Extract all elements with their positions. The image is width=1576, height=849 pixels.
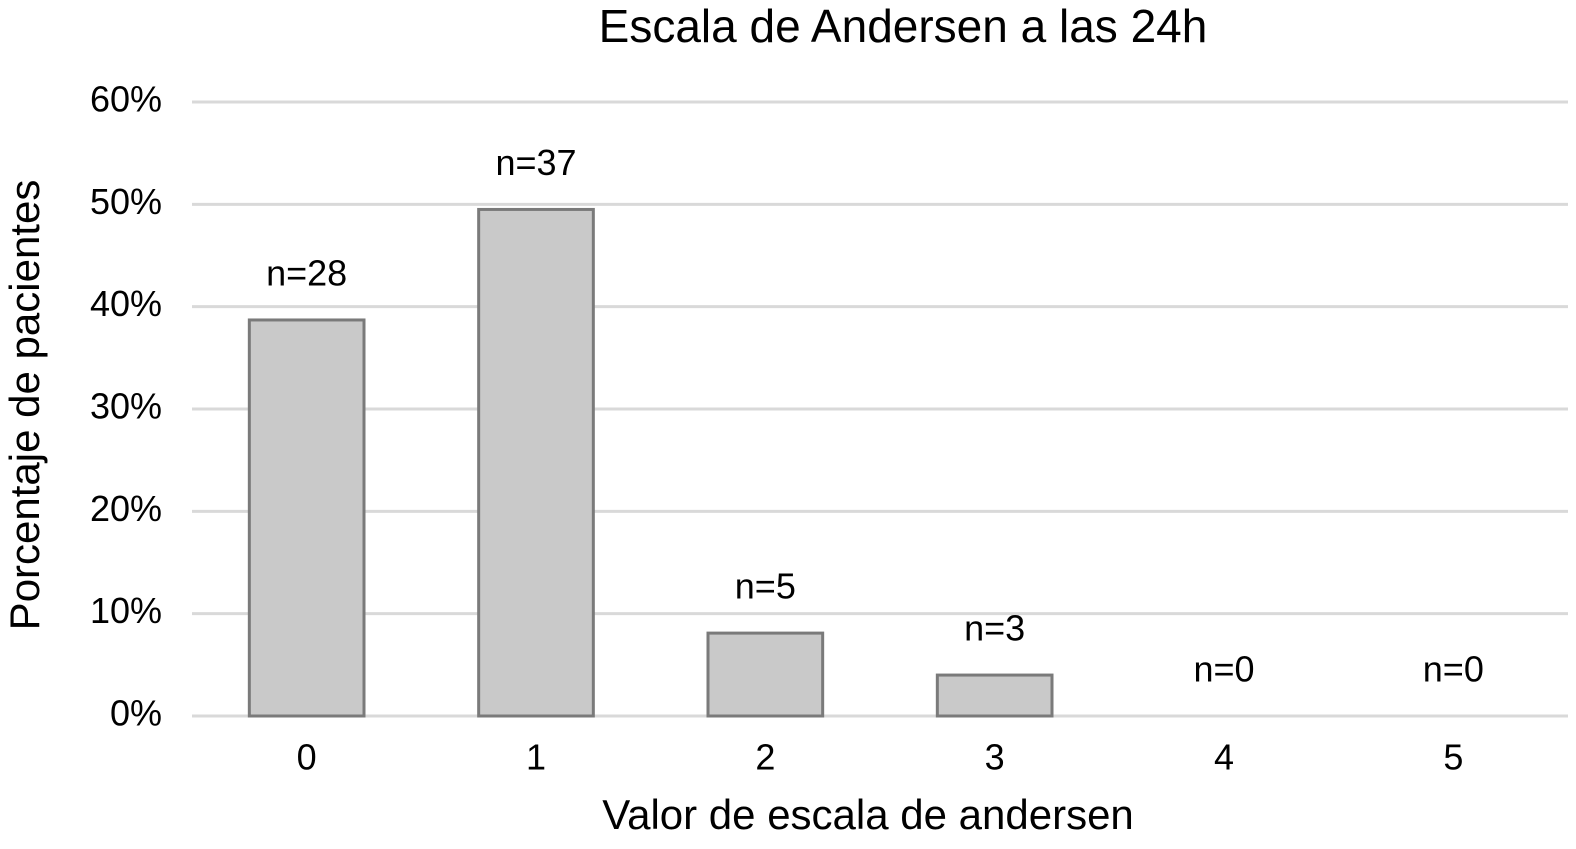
y-tick-label: 40% <box>90 283 162 324</box>
y-axis-title: Porcentaje de pacientes <box>1 180 48 631</box>
y-tick-label: 30% <box>90 386 162 427</box>
x-tick-label: 2 <box>755 737 775 778</box>
y-tick-label: 50% <box>90 181 162 222</box>
bar <box>935 673 1054 718</box>
x-tick-label: 0 <box>297 737 317 778</box>
y-tick-label: 60% <box>90 79 162 120</box>
y-tick-label: 20% <box>90 488 162 529</box>
chart-title: Escala de Andersen a las 24h <box>599 0 1208 52</box>
bar-label: n=28 <box>266 252 347 293</box>
bar-label: n=0 <box>1193 649 1254 690</box>
y-tick-label: 10% <box>90 590 162 631</box>
bar-label: n=3 <box>964 608 1025 649</box>
bar-label: n=37 <box>495 142 576 183</box>
bar <box>477 207 595 718</box>
bar <box>706 631 825 718</box>
bar <box>247 318 366 718</box>
bar-label: n=0 <box>1423 649 1484 690</box>
x-tick-label: 4 <box>1214 737 1234 778</box>
y-tick-label: 0% <box>110 693 162 734</box>
x-tick-label: 5 <box>1443 737 1463 778</box>
x-axis-title: Valor de escala de andersen <box>602 791 1134 838</box>
x-tick-label: 1 <box>526 737 546 778</box>
bar-label: n=5 <box>735 566 796 607</box>
x-tick-label: 3 <box>985 737 1005 778</box>
